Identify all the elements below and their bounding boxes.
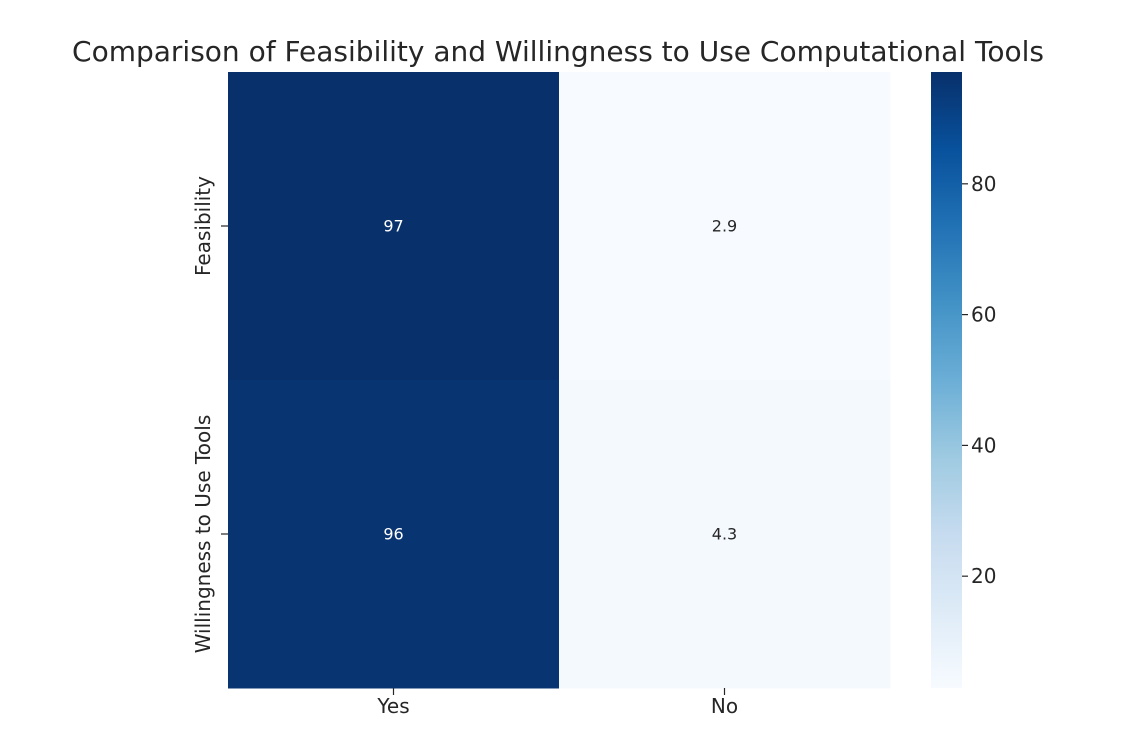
colorbar-tick-label: 40 <box>971 433 996 457</box>
heatmap-cell <box>559 380 891 689</box>
heatmap-cell-labels: 97 2.9 96 4.3 <box>383 217 737 544</box>
chart-title: Comparison of Feasibility and Willingnes… <box>72 35 1044 68</box>
colorbar-gradient <box>931 72 962 688</box>
heatmap-cell <box>228 72 560 381</box>
y-tick-label: Feasibility <box>191 176 215 276</box>
colorbar <box>931 72 962 688</box>
heatmap-cell-label: 96 <box>383 525 403 544</box>
x-tick-label: No <box>711 694 738 718</box>
x-tick-label: Yes <box>376 694 409 718</box>
heatmap-cells <box>228 72 891 689</box>
colorbar-tick-label: 60 <box>971 303 996 327</box>
heatmap-cell-label: 2.9 <box>712 217 737 236</box>
y-axis: Feasibility Willingness to Use Tools <box>191 176 228 653</box>
colorbar-tick-label: 20 <box>971 564 996 588</box>
colorbar-ticks: 20 40 60 80 <box>962 172 996 588</box>
x-axis: Yes No <box>376 688 738 718</box>
y-tick-label: Willingness to Use Tools <box>191 415 215 654</box>
heatmap-cell-label: 4.3 <box>712 525 737 544</box>
heatmap-cell <box>228 380 560 689</box>
heatmap-cell <box>559 72 891 381</box>
colorbar-tick-label: 80 <box>971 172 996 196</box>
heatmap-cell-label: 97 <box>383 217 403 236</box>
